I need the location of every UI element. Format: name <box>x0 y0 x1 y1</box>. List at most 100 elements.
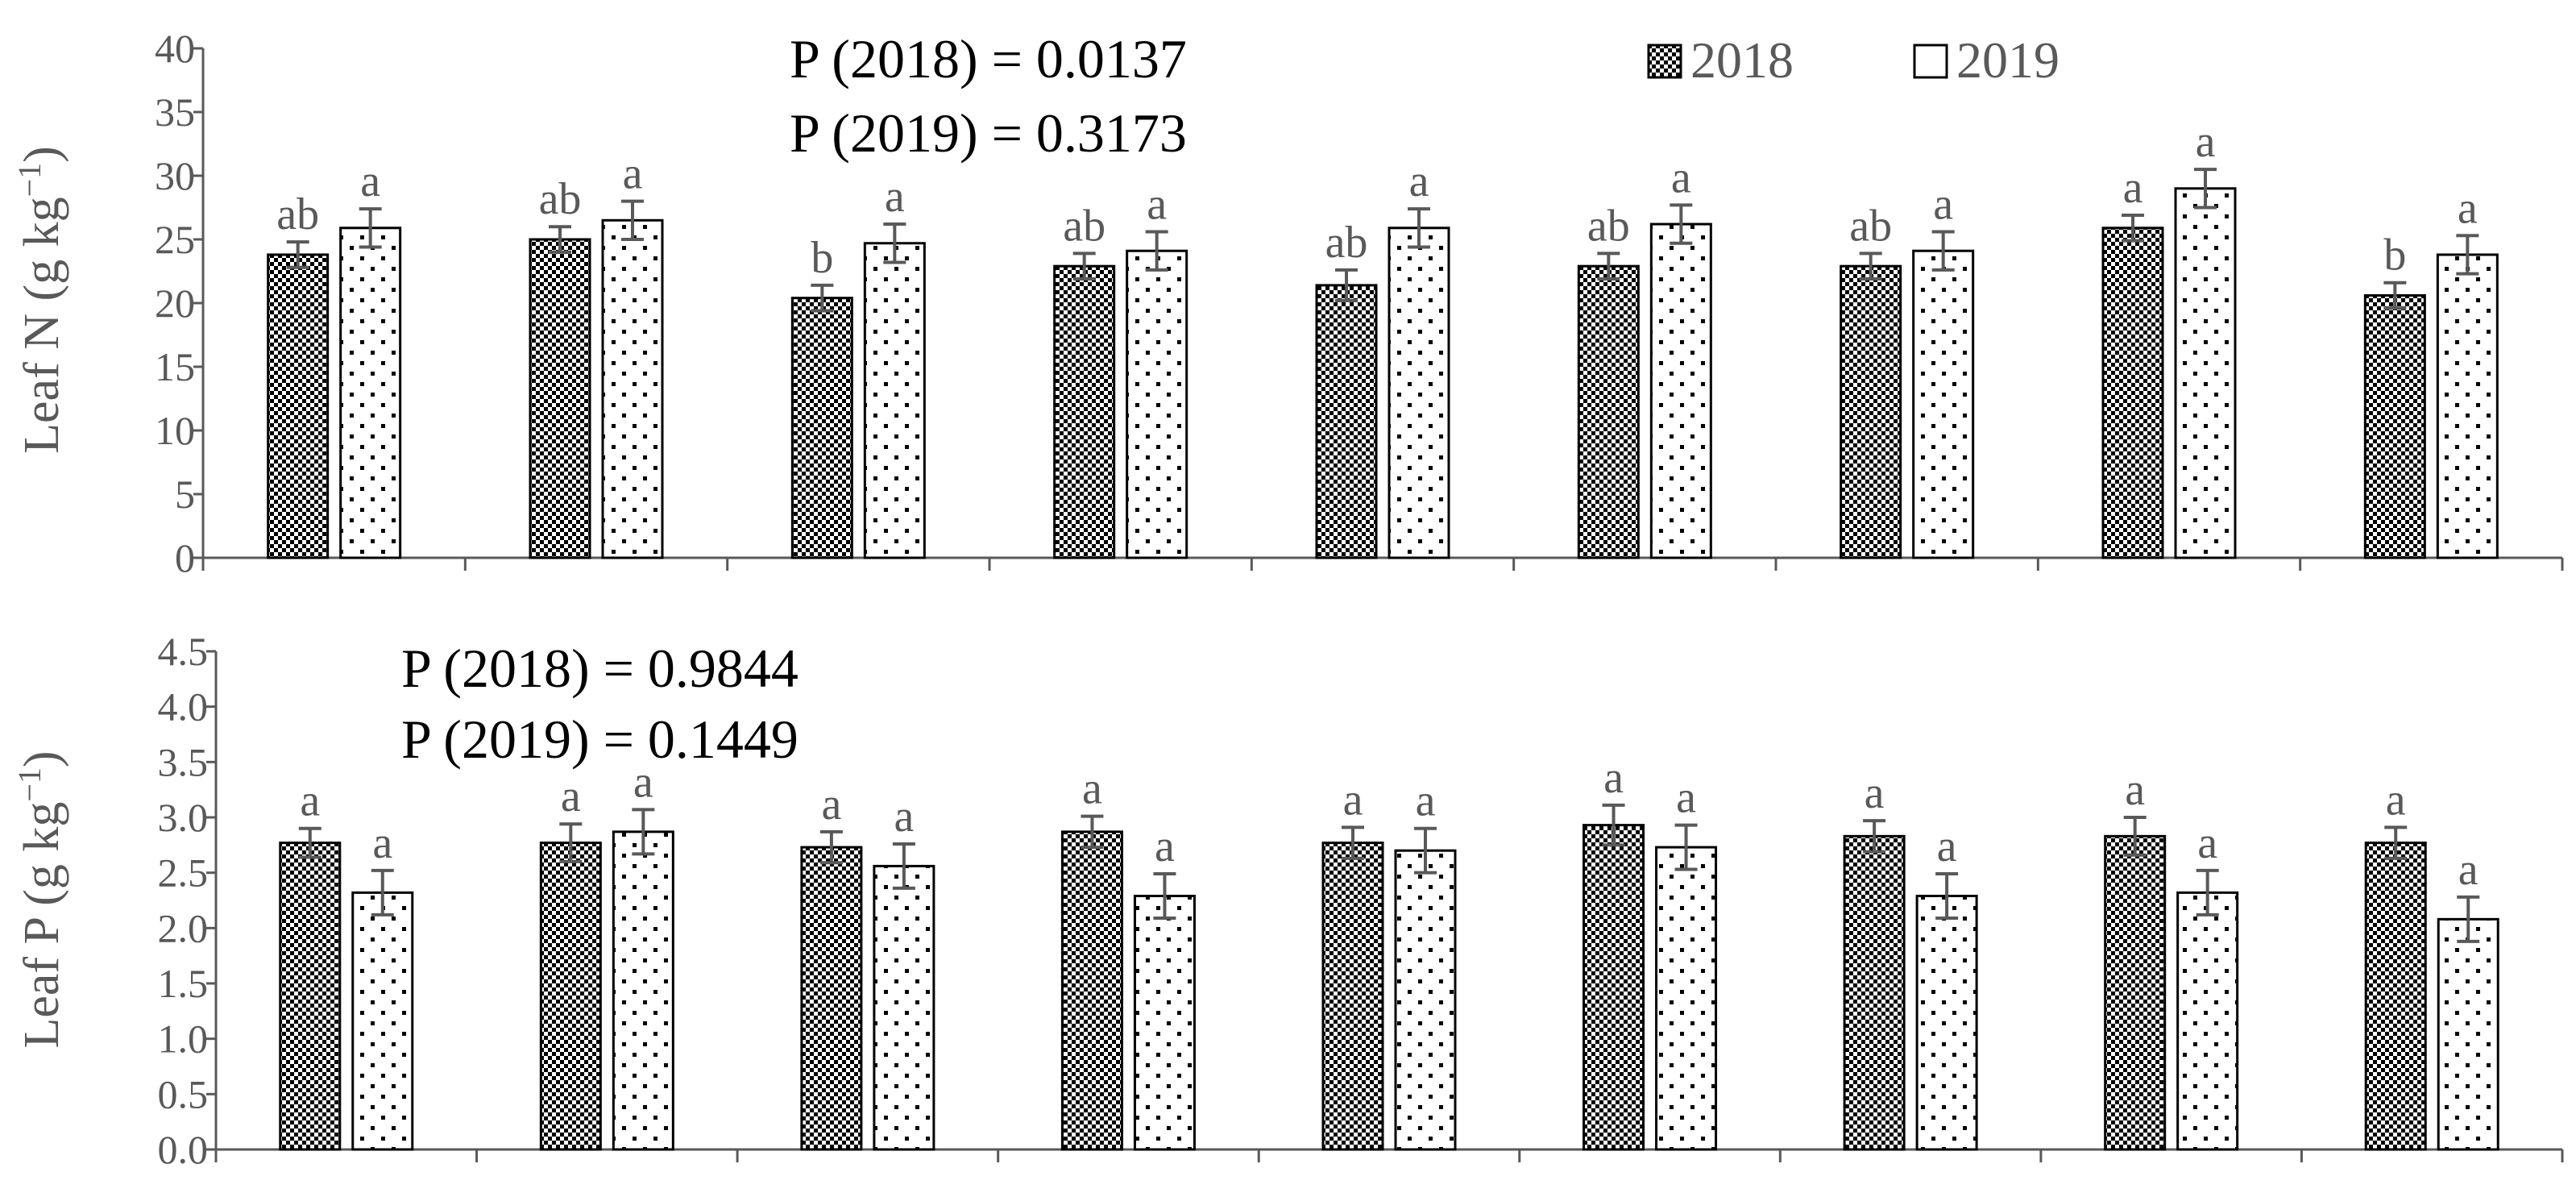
bottom-bar-2019 <box>873 864 935 1151</box>
top-significance-letter-2018: ab <box>1063 201 1105 251</box>
top-y-tick-label: 40 <box>155 26 195 71</box>
top-y-tick-label: 15 <box>155 344 195 389</box>
top-panel: Leaf N (g kg−1) P (2018) = 0.0137 P (201… <box>11 28 2060 454</box>
top-y-tick-label: 0 <box>175 535 195 580</box>
bottom-p-value-2018: P (2018) = 0.9844 <box>401 638 799 699</box>
legend-swatch-2019 <box>1913 44 1948 79</box>
top-significance-letter-2019: a <box>1933 180 1953 230</box>
top-significance-letter-2018: ab <box>539 174 582 224</box>
bottom-significance-letter-2018: a <box>1603 753 1624 803</box>
bottom-bar-2018 <box>2104 834 2167 1151</box>
top-y-axis-label: Leaf N (g kg−1) <box>11 146 69 454</box>
legend-swatch-2018 <box>1647 44 1682 79</box>
bottom-significance-letter-2019: a <box>1155 821 1175 871</box>
bottom-bar-2019 <box>1394 849 1457 1151</box>
legend: 2018 2019 <box>1647 31 2060 89</box>
bottom-bar-2019 <box>2176 891 2239 1151</box>
top-y-tick-label: 30 <box>155 153 195 198</box>
top-significance-letter-2019: a <box>360 156 380 206</box>
top-significance-letter-2019: a <box>1147 180 1167 230</box>
bottom-y-tick-label: 4.0 <box>158 684 209 730</box>
top-significance-letter-2018: ab <box>276 189 319 239</box>
bottom-bar-2018 <box>800 846 863 1151</box>
bottom-significance-letter-2018: a <box>1343 775 1363 825</box>
bottom-bar-2018 <box>2364 842 2427 1151</box>
top-significance-letter-2019: a <box>2196 117 2216 167</box>
top-bar-2019 <box>863 242 926 559</box>
bottom-y-tick-label: 2.0 <box>158 905 209 950</box>
bottom-y-tick-label: 2.5 <box>158 850 209 896</box>
bottom-y-tick-label: 0.0 <box>158 1127 209 1172</box>
top-bar-2018 <box>790 297 853 559</box>
top-bar-2018 <box>2101 227 2164 559</box>
top-significance-letter-2019: a <box>1409 156 1429 206</box>
bottom-bar-2018 <box>1843 834 1906 1151</box>
bottom-bar-2019 <box>1915 895 1978 1151</box>
top-significance-letter-2018: a <box>2123 163 2143 213</box>
top-y-tick-label: 10 <box>155 408 195 453</box>
top-bar-2018 <box>1053 264 1116 559</box>
top-bar-2018 <box>2363 294 2426 559</box>
bottom-y-tick-label: 3.5 <box>158 739 209 784</box>
bottom-significance-letter-2018: a <box>2125 765 2145 815</box>
top-significance-letter-2018: b <box>2383 231 2406 281</box>
top-p-value-2019: P (2019) = 0.3173 <box>790 102 1187 164</box>
bottom-y-tick-label: 3.0 <box>158 795 209 840</box>
bottom-bar-2018 <box>1321 842 1384 1151</box>
bottom-bar-2018 <box>1060 830 1123 1151</box>
top-y-tick-label: 35 <box>155 89 195 135</box>
top-significance-letter-2018: ab <box>1325 218 1368 268</box>
top-significance-letter-2018: ab <box>1587 201 1630 251</box>
top-significance-letter-2018: ab <box>1849 201 1892 251</box>
bottom-y-axis-label: Leaf P (g kg−1) <box>11 750 69 1048</box>
bottom-significance-letter-2019: a <box>2197 818 2217 868</box>
bottom-significance-letter-2018: a <box>1082 764 1102 814</box>
bottom-bar-2019 <box>351 891 414 1151</box>
legend-label-2019: 2019 <box>1956 31 2060 89</box>
bottom-panel: Leaf P (g kg−1) P (2018) = 0.9844 P (201… <box>11 638 799 1049</box>
top-bar-2019 <box>1649 222 1712 559</box>
bottom-y-tick-label: 1.0 <box>158 1016 209 1062</box>
bottom-significance-letter-2018: a <box>561 771 581 821</box>
top-bar-2018 <box>529 238 591 559</box>
top-bar-2019 <box>2436 253 2499 559</box>
bottom-significance-letter-2018: a <box>300 776 320 826</box>
bottom-y-tick-label: 0.5 <box>158 1071 209 1116</box>
bottom-significance-letter-2019: a <box>894 792 914 842</box>
bottom-bar-2018 <box>279 842 342 1151</box>
top-bar-2019 <box>1126 249 1188 559</box>
bottom-significance-letter-2019: a <box>2458 845 2479 895</box>
legend-label-2018: 2018 <box>1690 31 1794 89</box>
bottom-p-value-2019: P (2019) = 0.1449 <box>401 709 799 770</box>
bottom-significance-letter-2018: a <box>821 779 841 829</box>
top-significance-letter-2019: a <box>2458 183 2478 233</box>
bottom-y-tick-label: 4.5 <box>158 629 209 674</box>
top-significance-letter-2019: a <box>623 149 643 199</box>
bottom-significance-letter-2019: a <box>1416 776 1436 826</box>
top-bar-2019 <box>601 218 664 559</box>
top-bar-2019 <box>2174 187 2237 559</box>
top-p-value-2018: P (2018) = 0.0137 <box>790 28 1187 89</box>
bottom-significance-letter-2019: a <box>372 818 392 868</box>
bottom-significance-letter-2019: a <box>633 757 653 807</box>
bottom-bar-2019 <box>1133 895 1196 1151</box>
bottom-y-tick-label: 1.5 <box>158 961 209 1006</box>
top-bar-2019 <box>1388 227 1450 559</box>
top-bar-2019 <box>1912 249 1975 559</box>
top-bar-2018 <box>1315 284 1378 559</box>
top-y-tick-label: 25 <box>155 217 195 262</box>
top-bar-2018 <box>1840 264 1902 559</box>
bottom-significance-letter-2019: a <box>1676 773 1696 823</box>
top-bar-2019 <box>339 227 402 559</box>
bottom-significance-letter-2018: a <box>1865 768 1885 818</box>
bottom-bar-2019 <box>2437 917 2499 1151</box>
bottom-bar-2018 <box>539 842 602 1151</box>
top-y-tick-label: 20 <box>155 281 195 326</box>
bottom-bar-2018 <box>1583 824 1645 1151</box>
top-y-tick-label: 5 <box>175 472 195 517</box>
top-significance-letter-2019: a <box>1671 152 1691 202</box>
top-significance-letter-2019: a <box>885 172 905 222</box>
bottom-bar-2019 <box>612 830 674 1151</box>
